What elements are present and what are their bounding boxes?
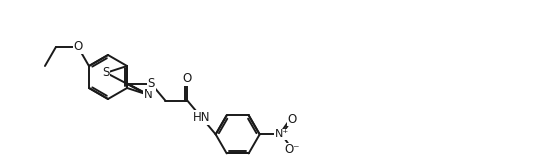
Text: N⁺: N⁺ xyxy=(274,129,289,139)
Text: HN: HN xyxy=(193,111,210,124)
Text: S: S xyxy=(147,77,155,90)
Text: N: N xyxy=(144,88,152,101)
Text: O: O xyxy=(183,72,192,85)
Text: S: S xyxy=(102,66,110,79)
Text: O: O xyxy=(288,113,297,126)
Text: O: O xyxy=(73,40,82,53)
Text: O⁻: O⁻ xyxy=(285,143,300,156)
